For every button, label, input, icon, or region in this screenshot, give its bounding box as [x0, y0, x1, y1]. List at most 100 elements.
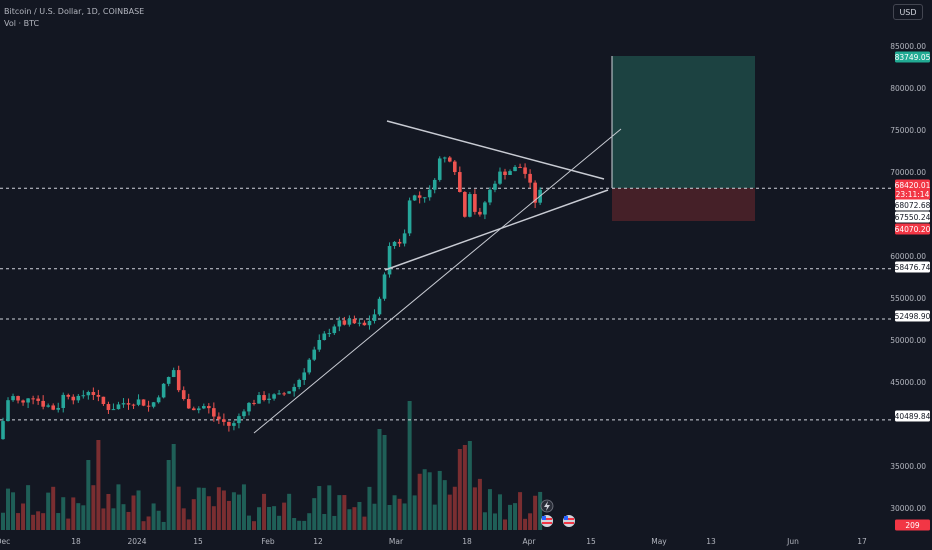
- candle-body: [327, 333, 332, 335]
- candle-body: [267, 398, 271, 401]
- price-tag-label: 52498.90: [895, 312, 931, 321]
- symbol-title: Bitcoin / U.S. Dollar, 1D, COINBASE: [4, 7, 145, 16]
- volume-bar: [382, 435, 387, 530]
- price-axis-label: 60000.00: [890, 252, 926, 261]
- volume-bar: [297, 520, 302, 530]
- time-axis-label: Jun: [786, 537, 799, 546]
- flag-icon[interactable]: [563, 515, 575, 527]
- candle-body: [141, 399, 146, 406]
- time-axis-label: 17: [857, 537, 867, 546]
- volume-bar: [51, 486, 56, 530]
- volume-bar: [307, 513, 312, 530]
- volume-bar: [342, 495, 347, 530]
- candle-body: [161, 383, 166, 398]
- volume-bar: [111, 508, 116, 530]
- candle-body: [397, 241, 402, 244]
- candle-body: [312, 349, 317, 360]
- candle-body: [131, 404, 136, 406]
- volume-bar: [397, 498, 402, 530]
- volume-bar: [211, 506, 216, 530]
- volume-bar: [422, 469, 427, 530]
- volume-bar: [151, 503, 156, 530]
- candle-body: [146, 405, 151, 407]
- candle-body: [407, 200, 412, 234]
- volume-bar: [146, 516, 151, 530]
- candle-body: [71, 396, 76, 401]
- candle-body: [111, 409, 116, 411]
- volume-bar: [166, 460, 171, 530]
- candle-body: [156, 397, 161, 403]
- candle-body: [488, 189, 492, 203]
- lightning-icon[interactable]: [540, 499, 554, 513]
- price-tag: [895, 261, 930, 273]
- price-tag-label: 83749.05: [895, 53, 931, 62]
- candle-body: [503, 171, 507, 175]
- volume-bar: [508, 504, 513, 530]
- candle-body: [458, 172, 462, 192]
- candle-body: [56, 407, 61, 410]
- triangle-lower-line[interactable]: [384, 189, 609, 271]
- volume-bar: [392, 495, 397, 530]
- volume-bar: [21, 503, 26, 530]
- volume-bar: [71, 497, 76, 530]
- volume-bar: [402, 503, 407, 530]
- candle-body: [136, 399, 141, 405]
- volume-bar: [41, 513, 46, 530]
- candle-body: [417, 195, 422, 198]
- candle-body: [372, 314, 377, 321]
- price-tag: [895, 199, 930, 211]
- candle-body: [498, 171, 502, 184]
- candle-body: [202, 406, 206, 409]
- candle-body: [447, 157, 452, 162]
- candle-body: [347, 318, 352, 325]
- time-axis-label: Feb: [261, 537, 275, 546]
- candle-body: [212, 408, 216, 417]
- candle-body: [282, 393, 286, 395]
- price-axis-label: 50000.00: [890, 336, 926, 345]
- volume-bar: [377, 429, 382, 530]
- volume-bar: [131, 495, 136, 530]
- volume-bar: [277, 515, 282, 530]
- volume-bar: [528, 513, 533, 530]
- candle-body: [207, 406, 211, 409]
- volume-title: Vol · BTC: [4, 19, 40, 28]
- volume-bar: [171, 444, 176, 530]
- price-axis-label: 80000.00: [890, 84, 926, 93]
- target-zone[interactable]: [612, 56, 755, 188]
- volume-bar: [322, 514, 327, 530]
- candle-body: [307, 359, 312, 373]
- candle-body: [367, 320, 372, 326]
- volume-bar: [86, 460, 91, 530]
- volume-bar: [257, 507, 262, 530]
- flag-icon[interactable]: [541, 515, 553, 527]
- volume-bars: [1, 401, 543, 530]
- candle-body: [222, 419, 226, 422]
- candle-body: [181, 390, 186, 400]
- price-tag-label: 40489.84: [895, 412, 931, 421]
- horizontal-levels: [0, 187, 893, 421]
- volume-bar: [176, 486, 181, 530]
- price-axis-label: 45000.00: [890, 378, 926, 387]
- volume-bar: [96, 440, 101, 530]
- time-axis-label: 2024: [127, 537, 146, 546]
- volume-bar: [467, 441, 472, 530]
- event-icons: [540, 499, 575, 527]
- candle-body: [26, 398, 30, 403]
- candle-body: [86, 392, 91, 396]
- candle-body: [166, 377, 171, 384]
- candle-body: [81, 395, 86, 397]
- candle-body: [518, 166, 522, 168]
- position-tool: [611, 56, 755, 221]
- volume-bar: [352, 507, 357, 530]
- stop-zone[interactable]: [612, 188, 755, 221]
- volume-bar: [487, 489, 492, 530]
- long-trendline[interactable]: [253, 128, 622, 434]
- price-tag-label: 23:11:14: [896, 190, 930, 199]
- triangle-upper-line[interactable]: [386, 120, 605, 180]
- candle-body: [508, 171, 512, 175]
- currency-button[interactable]: USD: [893, 4, 923, 20]
- candle-body: [528, 173, 532, 183]
- candle-body: [432, 179, 437, 190]
- volume-bar: [116, 484, 121, 530]
